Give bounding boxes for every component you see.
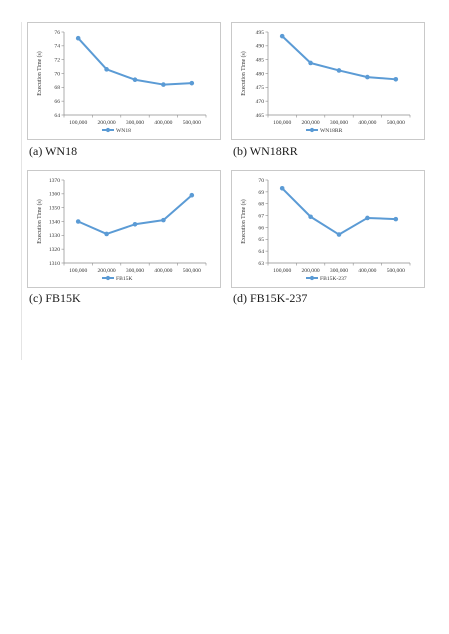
- data-point: [189, 80, 195, 86]
- x-tick-label: 200,000: [98, 120, 116, 126]
- y-tick-label: 68: [258, 202, 264, 208]
- data-point: [336, 68, 342, 73]
- data-point: [336, 232, 342, 237]
- x-tick-label: 100,000: [273, 120, 291, 126]
- x-tick-label: 300,000: [330, 120, 348, 126]
- data-point: [189, 192, 195, 198]
- chart-wn18: 64 66 68 70 72 74 76 100,000 200,000 300,000 400,0…: [27, 22, 221, 140]
- y-tick-label: 1310: [49, 261, 60, 267]
- y-tick-label: 1320: [49, 247, 60, 253]
- series-line: [281, 187, 397, 236]
- y-tick-label: 67: [258, 213, 264, 219]
- y-tick-label: 64: [258, 249, 264, 255]
- chart-svg-wn18: 64 66 68 70 72 74 76 100,000 200,000 300,000 400,0…: [36, 30, 207, 134]
- x-tick-label: 400,000: [154, 120, 172, 126]
- x-tick-label: 100,000: [69, 120, 87, 126]
- figure-area: 64 66 68 70 72 74 76 100,000 200,000 300,000 400,0…: [21, 22, 426, 360]
- legend-label: FB15K-237: [320, 276, 347, 282]
- data-point: [279, 33, 285, 39]
- y-tick-label: 1340: [49, 219, 60, 225]
- data-point: [393, 77, 399, 82]
- legend-swatch-marker: [309, 127, 315, 133]
- chart-svg-fb15k: 1310 1320 1330 1340 1350 1360 1370 100,000 200,0…: [36, 178, 207, 282]
- x-tick-label: 500,000: [387, 120, 405, 126]
- y-tick-label: 480: [256, 71, 265, 77]
- y-tick-label: 69: [258, 190, 264, 196]
- caption-wn18: (a) WN18: [29, 144, 78, 158]
- y-tick-label: 485: [256, 58, 265, 64]
- y-tick-label: 70: [54, 71, 60, 77]
- series-line: [77, 194, 193, 235]
- y-tick-label: 66: [54, 99, 60, 105]
- data-point: [308, 60, 313, 66]
- legend-swatch-marker: [309, 275, 315, 281]
- y-axis-title: Execution Time (s): [240, 51, 247, 96]
- y-tick-label: 1330: [49, 233, 60, 239]
- data-point: [308, 214, 313, 220]
- x-tick-label: 500,000: [183, 268, 201, 274]
- y-tick-label: 490: [256, 44, 265, 50]
- data-point: [132, 221, 138, 227]
- y-tick-label: 1360: [49, 192, 60, 198]
- y-axis-title: Execution Time (s): [240, 199, 247, 244]
- legend-label: WN18RR: [320, 128, 343, 134]
- x-tick-label: 400,000: [358, 268, 376, 274]
- y-tick-label: 66: [258, 225, 264, 231]
- y-tick-label: 470: [256, 99, 265, 105]
- y-axis-title: Execution Time (s): [36, 199, 43, 244]
- y-tick-label: 495: [256, 30, 265, 36]
- legend-label: FB15K: [116, 276, 132, 282]
- x-tick-label: 500,000: [387, 268, 405, 274]
- data-point: [104, 231, 109, 237]
- y-tick-label: 465: [256, 113, 265, 119]
- chart-fb15k: 1310 1320 1330 1340 1350 1360 1370 100,000 200,0…: [27, 170, 221, 288]
- y-tick-label: 1370: [49, 178, 60, 184]
- caption-fb15k-237: (d) FB15K-237: [233, 291, 308, 305]
- x-tick-label: 300,000: [126, 268, 144, 274]
- chart-wn18rr: 465 470 475 480 485 490 495 100,000 200,000 300,0…: [231, 22, 425, 140]
- y-tick-label: 68: [54, 85, 60, 91]
- data-point: [161, 217, 166, 223]
- data-point: [104, 67, 109, 72]
- legend-label: WN18: [116, 128, 131, 134]
- x-tick-label: 200,000: [98, 268, 116, 274]
- x-tick-label: 300,000: [126, 120, 144, 126]
- legend-swatch-marker: [105, 275, 111, 281]
- data-point: [75, 35, 81, 41]
- data-point: [75, 219, 81, 224]
- chart-svg-wn18rr: 465 470 475 480 485 490 495 100,000 200,000 300,0…: [240, 30, 411, 134]
- x-tick-label: 400,000: [358, 120, 376, 126]
- data-point: [279, 186, 285, 191]
- y-tick-label: 1350: [49, 206, 60, 212]
- y-tick-label: 64: [54, 113, 60, 119]
- data-point: [365, 74, 370, 80]
- x-tick-label: 100,000: [69, 268, 87, 274]
- y-tick-label: 475: [256, 85, 265, 91]
- y-tick-label: 70: [258, 178, 264, 184]
- y-tick-label: 72: [54, 58, 60, 64]
- x-tick-label: 100,000: [273, 268, 291, 274]
- x-tick-label: 500,000: [183, 120, 201, 126]
- data-point: [393, 216, 399, 222]
- legend-swatch-marker: [105, 127, 111, 133]
- x-tick-label: 200,000: [302, 268, 320, 274]
- y-tick-label: 74: [54, 44, 60, 50]
- y-tick-label: 76: [54, 30, 60, 36]
- x-tick-label: 300,000: [330, 268, 348, 274]
- data-point: [161, 82, 166, 87]
- data-point: [365, 215, 370, 221]
- caption-fb15k: (c) FB15K: [29, 291, 81, 305]
- chart-fb15k-237: 63 64 65 66 67 68 69 70 100,000 200,000 300,000 400…: [231, 170, 425, 288]
- series-line: [281, 35, 397, 81]
- x-tick-label: 200,000: [302, 120, 320, 126]
- data-point: [132, 77, 138, 83]
- caption-wn18rr: (b) WN18RR: [233, 144, 298, 158]
- y-tick-label: 65: [258, 237, 264, 243]
- y-tick-label: 63: [258, 261, 264, 267]
- x-tick-label: 400,000: [154, 268, 172, 274]
- y-axis-title: Execution Time (s): [36, 51, 43, 96]
- chart-svg-fb15k-237: 63 64 65 66 67 68 69 70 100,000 200,000 300,000 400…: [240, 178, 411, 282]
